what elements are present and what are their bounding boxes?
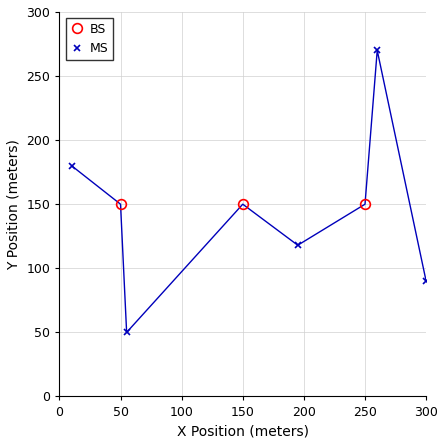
Legend: BS, MS: BS, MS — [66, 18, 113, 61]
Y-axis label: Y Position (meters): Y Position (meters) — [7, 139, 21, 270]
X-axis label: X Position (meters): X Position (meters) — [177, 424, 309, 438]
